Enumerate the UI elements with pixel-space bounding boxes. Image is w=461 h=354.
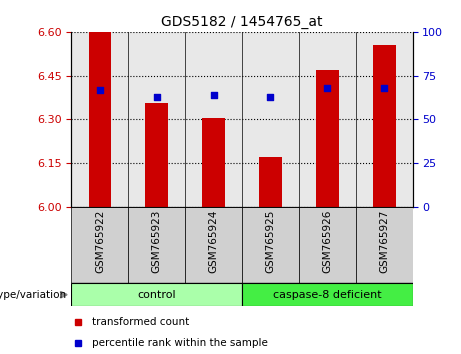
Bar bbox=[145, 103, 168, 207]
Bar bbox=[316, 70, 339, 207]
Bar bbox=[185, 207, 242, 283]
Point bbox=[380, 85, 388, 91]
Text: caspase-8 deficient: caspase-8 deficient bbox=[273, 290, 382, 300]
Point bbox=[153, 94, 160, 99]
Text: GSM765924: GSM765924 bbox=[208, 209, 219, 273]
Text: genotype/variation: genotype/variation bbox=[0, 290, 67, 300]
Text: GSM765926: GSM765926 bbox=[322, 209, 332, 273]
Bar bbox=[71, 283, 242, 306]
Text: transformed count: transformed count bbox=[92, 316, 189, 326]
Bar bbox=[242, 283, 413, 306]
Text: percentile rank within the sample: percentile rank within the sample bbox=[92, 338, 268, 348]
Bar bbox=[128, 207, 185, 283]
Point bbox=[267, 94, 274, 99]
Text: GSM765923: GSM765923 bbox=[152, 209, 162, 273]
Text: GSM765927: GSM765927 bbox=[379, 209, 389, 273]
Text: GSM765922: GSM765922 bbox=[95, 209, 105, 273]
Title: GDS5182 / 1454765_at: GDS5182 / 1454765_at bbox=[161, 16, 323, 29]
Text: GSM765925: GSM765925 bbox=[266, 209, 276, 273]
Bar bbox=[356, 207, 413, 283]
Bar bbox=[259, 158, 282, 207]
Point bbox=[96, 87, 104, 92]
Bar bbox=[242, 207, 299, 283]
Text: control: control bbox=[137, 290, 176, 300]
Point bbox=[324, 85, 331, 91]
Bar bbox=[89, 32, 111, 207]
Point bbox=[210, 92, 217, 98]
Bar bbox=[299, 207, 356, 283]
Bar bbox=[373, 45, 396, 207]
Bar bbox=[202, 118, 225, 207]
Bar bbox=[71, 207, 128, 283]
